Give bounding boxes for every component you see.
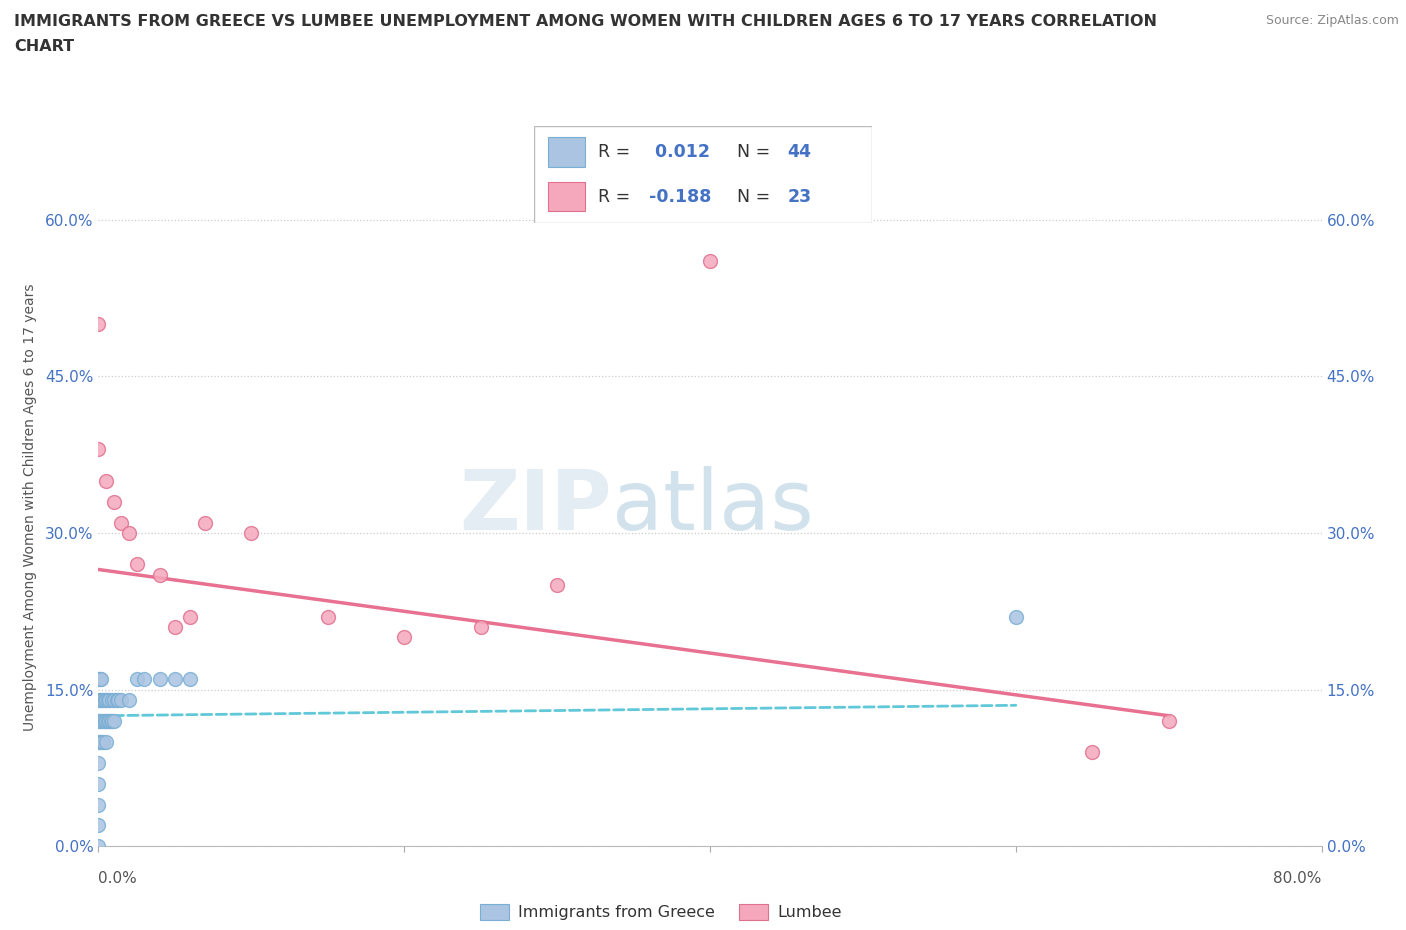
Point: [87, 839, 110, 854]
Point: [1157, 713, 1180, 728]
Point: [87, 818, 110, 833]
Point: [100, 713, 122, 728]
Point: [101, 693, 124, 708]
Point: [87, 316, 110, 331]
Text: N =: N =: [737, 143, 770, 161]
Y-axis label: Unemployment Among Women with Children Ages 6 to 17 years: Unemployment Among Women with Children A…: [22, 283, 37, 731]
Point: [87, 693, 110, 708]
Point: [105, 693, 128, 708]
Point: [90, 713, 112, 728]
Point: [87, 671, 110, 686]
Point: [149, 567, 172, 582]
Text: 0.0%: 0.0%: [98, 871, 138, 886]
Text: R =: R =: [599, 188, 631, 206]
Text: R =: R =: [599, 143, 631, 161]
Point: [98, 693, 121, 708]
Text: ZIP: ZIP: [460, 466, 612, 548]
Point: [91, 735, 114, 750]
Point: [87, 777, 110, 791]
Text: N =: N =: [737, 188, 770, 206]
Point: [87, 735, 110, 750]
Point: [699, 254, 721, 269]
Point: [101, 713, 124, 728]
Point: [87, 442, 110, 457]
Point: [134, 671, 156, 686]
Point: [392, 630, 416, 644]
Point: [179, 609, 201, 624]
Point: [89, 735, 111, 750]
Point: [149, 671, 172, 686]
Point: [97, 693, 120, 708]
FancyBboxPatch shape: [548, 138, 585, 166]
Point: [125, 671, 148, 686]
Point: [107, 693, 129, 708]
Point: [103, 693, 125, 708]
Text: 44: 44: [787, 143, 811, 161]
Text: -0.188: -0.188: [650, 188, 711, 206]
Point: [90, 671, 112, 686]
Point: [94, 713, 117, 728]
Text: atlas: atlas: [612, 466, 814, 548]
Point: [125, 557, 148, 572]
Point: [194, 515, 217, 530]
Point: [1081, 745, 1104, 760]
Point: [163, 619, 186, 634]
Point: [94, 473, 117, 488]
Point: [546, 578, 568, 592]
Point: [103, 494, 125, 509]
Point: [94, 735, 117, 750]
Point: [240, 525, 263, 540]
Text: IMMIGRANTS FROM GREECE VS LUMBEE UNEMPLOYMENT AMONG WOMEN WITH CHILDREN AGES 6 T: IMMIGRANTS FROM GREECE VS LUMBEE UNEMPLO…: [14, 14, 1157, 29]
Point: [93, 693, 115, 708]
Point: [1004, 609, 1026, 624]
Point: [89, 693, 111, 708]
Text: 0.012: 0.012: [650, 143, 710, 161]
Point: [110, 515, 132, 530]
Text: CHART: CHART: [14, 39, 75, 54]
Point: [118, 693, 141, 708]
Point: [179, 671, 201, 686]
Text: Source: ZipAtlas.com: Source: ZipAtlas.com: [1265, 14, 1399, 27]
Text: 80.0%: 80.0%: [1274, 871, 1322, 886]
Point: [118, 525, 141, 540]
Point: [91, 693, 114, 708]
Point: [103, 713, 125, 728]
Point: [97, 713, 120, 728]
Point: [98, 713, 121, 728]
Legend: Immigrants from Greece, Lumbee: Immigrants from Greece, Lumbee: [474, 897, 848, 926]
FancyBboxPatch shape: [548, 182, 585, 211]
Point: [163, 671, 186, 686]
Point: [110, 693, 132, 708]
Point: [470, 619, 492, 634]
Point: [94, 693, 117, 708]
Point: [91, 713, 114, 728]
Point: [87, 797, 110, 812]
Point: [316, 609, 339, 624]
Text: 23: 23: [787, 188, 811, 206]
Point: [89, 671, 111, 686]
Point: [93, 713, 115, 728]
Point: [90, 693, 112, 708]
Point: [90, 735, 112, 750]
Point: [87, 713, 110, 728]
FancyBboxPatch shape: [534, 126, 872, 223]
Point: [89, 713, 111, 728]
Point: [87, 755, 110, 770]
